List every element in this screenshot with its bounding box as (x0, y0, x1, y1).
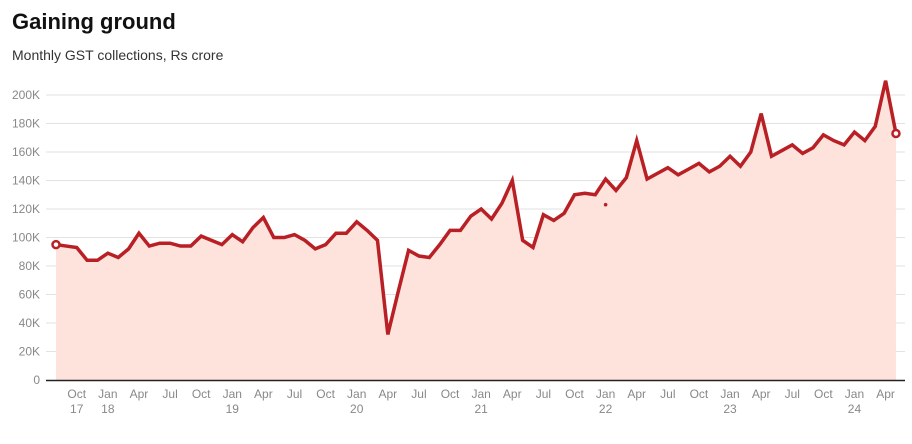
x-tick-year: 17 (70, 402, 84, 416)
x-tick-label: Apr (503, 387, 522, 401)
x-tick-label: Jan (845, 387, 864, 401)
x-tick-year: 22 (599, 402, 613, 416)
x-tick-label: Jan (471, 387, 490, 401)
x-tick-label: Oct (690, 387, 709, 401)
x-tick-label: Jul (536, 387, 551, 401)
x-tick-label: Oct (565, 387, 584, 401)
y-tick-label: 20K (19, 345, 40, 359)
x-tick-label: Apr (254, 387, 273, 401)
x-tick-label: Oct (67, 387, 86, 401)
x-tick-label: Apr (130, 387, 149, 401)
y-tick-label: 0 (33, 373, 40, 387)
x-tick-label: Jul (660, 387, 675, 401)
y-tick-label: 180K (12, 117, 40, 131)
x-tick-label: Jul (411, 387, 426, 401)
x-tick-label: Apr (876, 387, 895, 401)
endpoint-marker (891, 128, 901, 139)
x-tick-label: Oct (441, 387, 460, 401)
y-tick-label: 160K (12, 145, 40, 159)
y-tick-label: 200K (12, 88, 40, 102)
x-tick-label: Oct (316, 387, 335, 401)
endpoint-marker (51, 239, 61, 250)
y-tick-label: 40K (19, 316, 40, 330)
x-tick-label: Jul (785, 387, 800, 401)
y-tick-label: 60K (19, 288, 40, 302)
area-fill (56, 80, 896, 380)
x-tick-year: 18 (101, 402, 115, 416)
stray-point (603, 202, 608, 207)
y-tick-label: 100K (12, 231, 40, 245)
x-tick-label: Apr (378, 387, 397, 401)
x-tick-label: Jan (347, 387, 366, 401)
x-tick-year: 23 (723, 402, 737, 416)
x-tick-label: Oct (192, 387, 211, 401)
x-tick-label: Oct (814, 387, 833, 401)
x-tick-label: Jan (720, 387, 739, 401)
y-tick-label: 140K (12, 174, 40, 188)
y-tick-label: 80K (19, 259, 40, 273)
x-tick-year: 19 (226, 402, 240, 416)
x-tick-label: Jul (287, 387, 302, 401)
x-tick-label: Jan (596, 387, 615, 401)
x-tick-year: 24 (848, 402, 862, 416)
chart-title: Gaining ground (12, 9, 176, 34)
x-tick-label: Jan (223, 387, 242, 401)
series-line (55, 80, 898, 335)
x-tick-label: Apr (752, 387, 771, 401)
x-tick-year: 21 (474, 402, 488, 416)
x-tick-year: 20 (350, 402, 364, 416)
x-tick-label: Apr (627, 387, 646, 401)
x-tick-label: Jul (162, 387, 177, 401)
chart-subtitle: Monthly GST collections, Rs crore (12, 47, 224, 63)
x-tick-label: Jan (98, 387, 117, 401)
y-tick-label: 120K (12, 202, 40, 216)
